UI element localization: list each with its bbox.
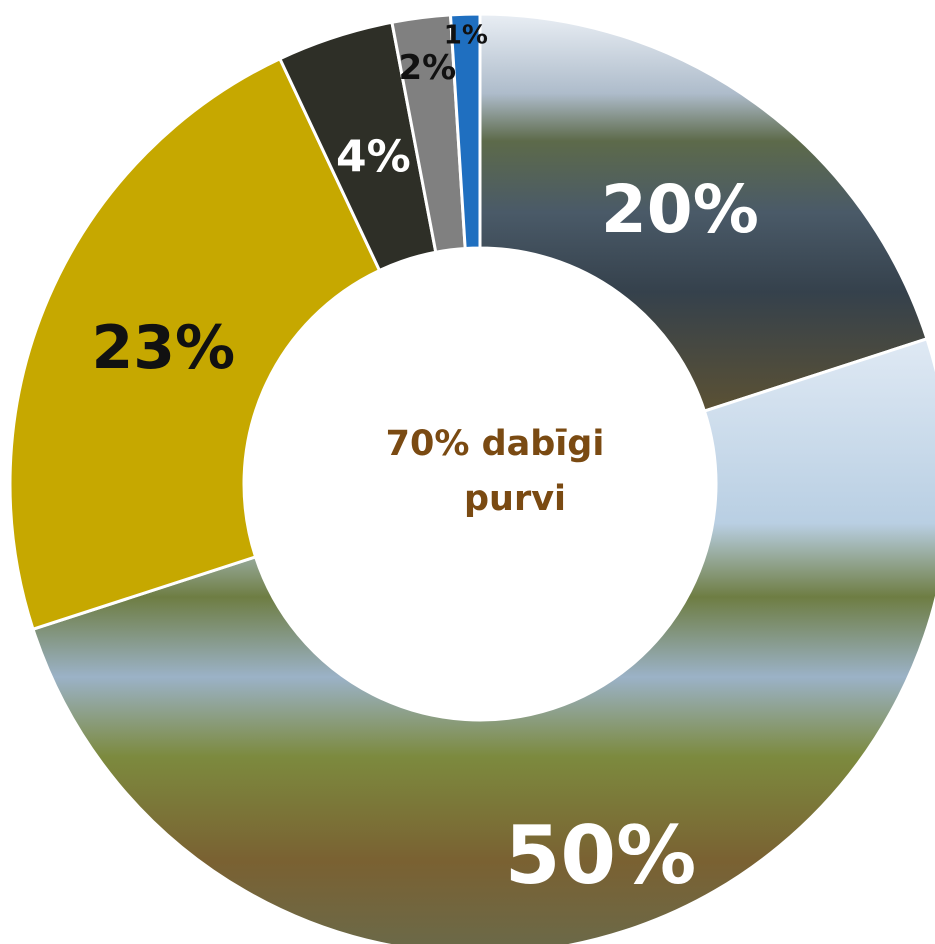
slice-label-23-pct: 23% — [92, 313, 236, 383]
slice-label-50-pct: 50% — [505, 809, 696, 902]
slice-label-20-pct: 20% — [601, 171, 759, 248]
center-label-line-1: 70% dabīgi — [386, 424, 605, 464]
slice-label-2-pct: 2% — [398, 48, 456, 88]
slice-label-4-pct: 4% — [336, 131, 411, 182]
center-label-line-2: purvi — [464, 479, 566, 519]
donut-hole — [244, 248, 716, 720]
slice-label-1-pct: 1% — [444, 20, 488, 50]
